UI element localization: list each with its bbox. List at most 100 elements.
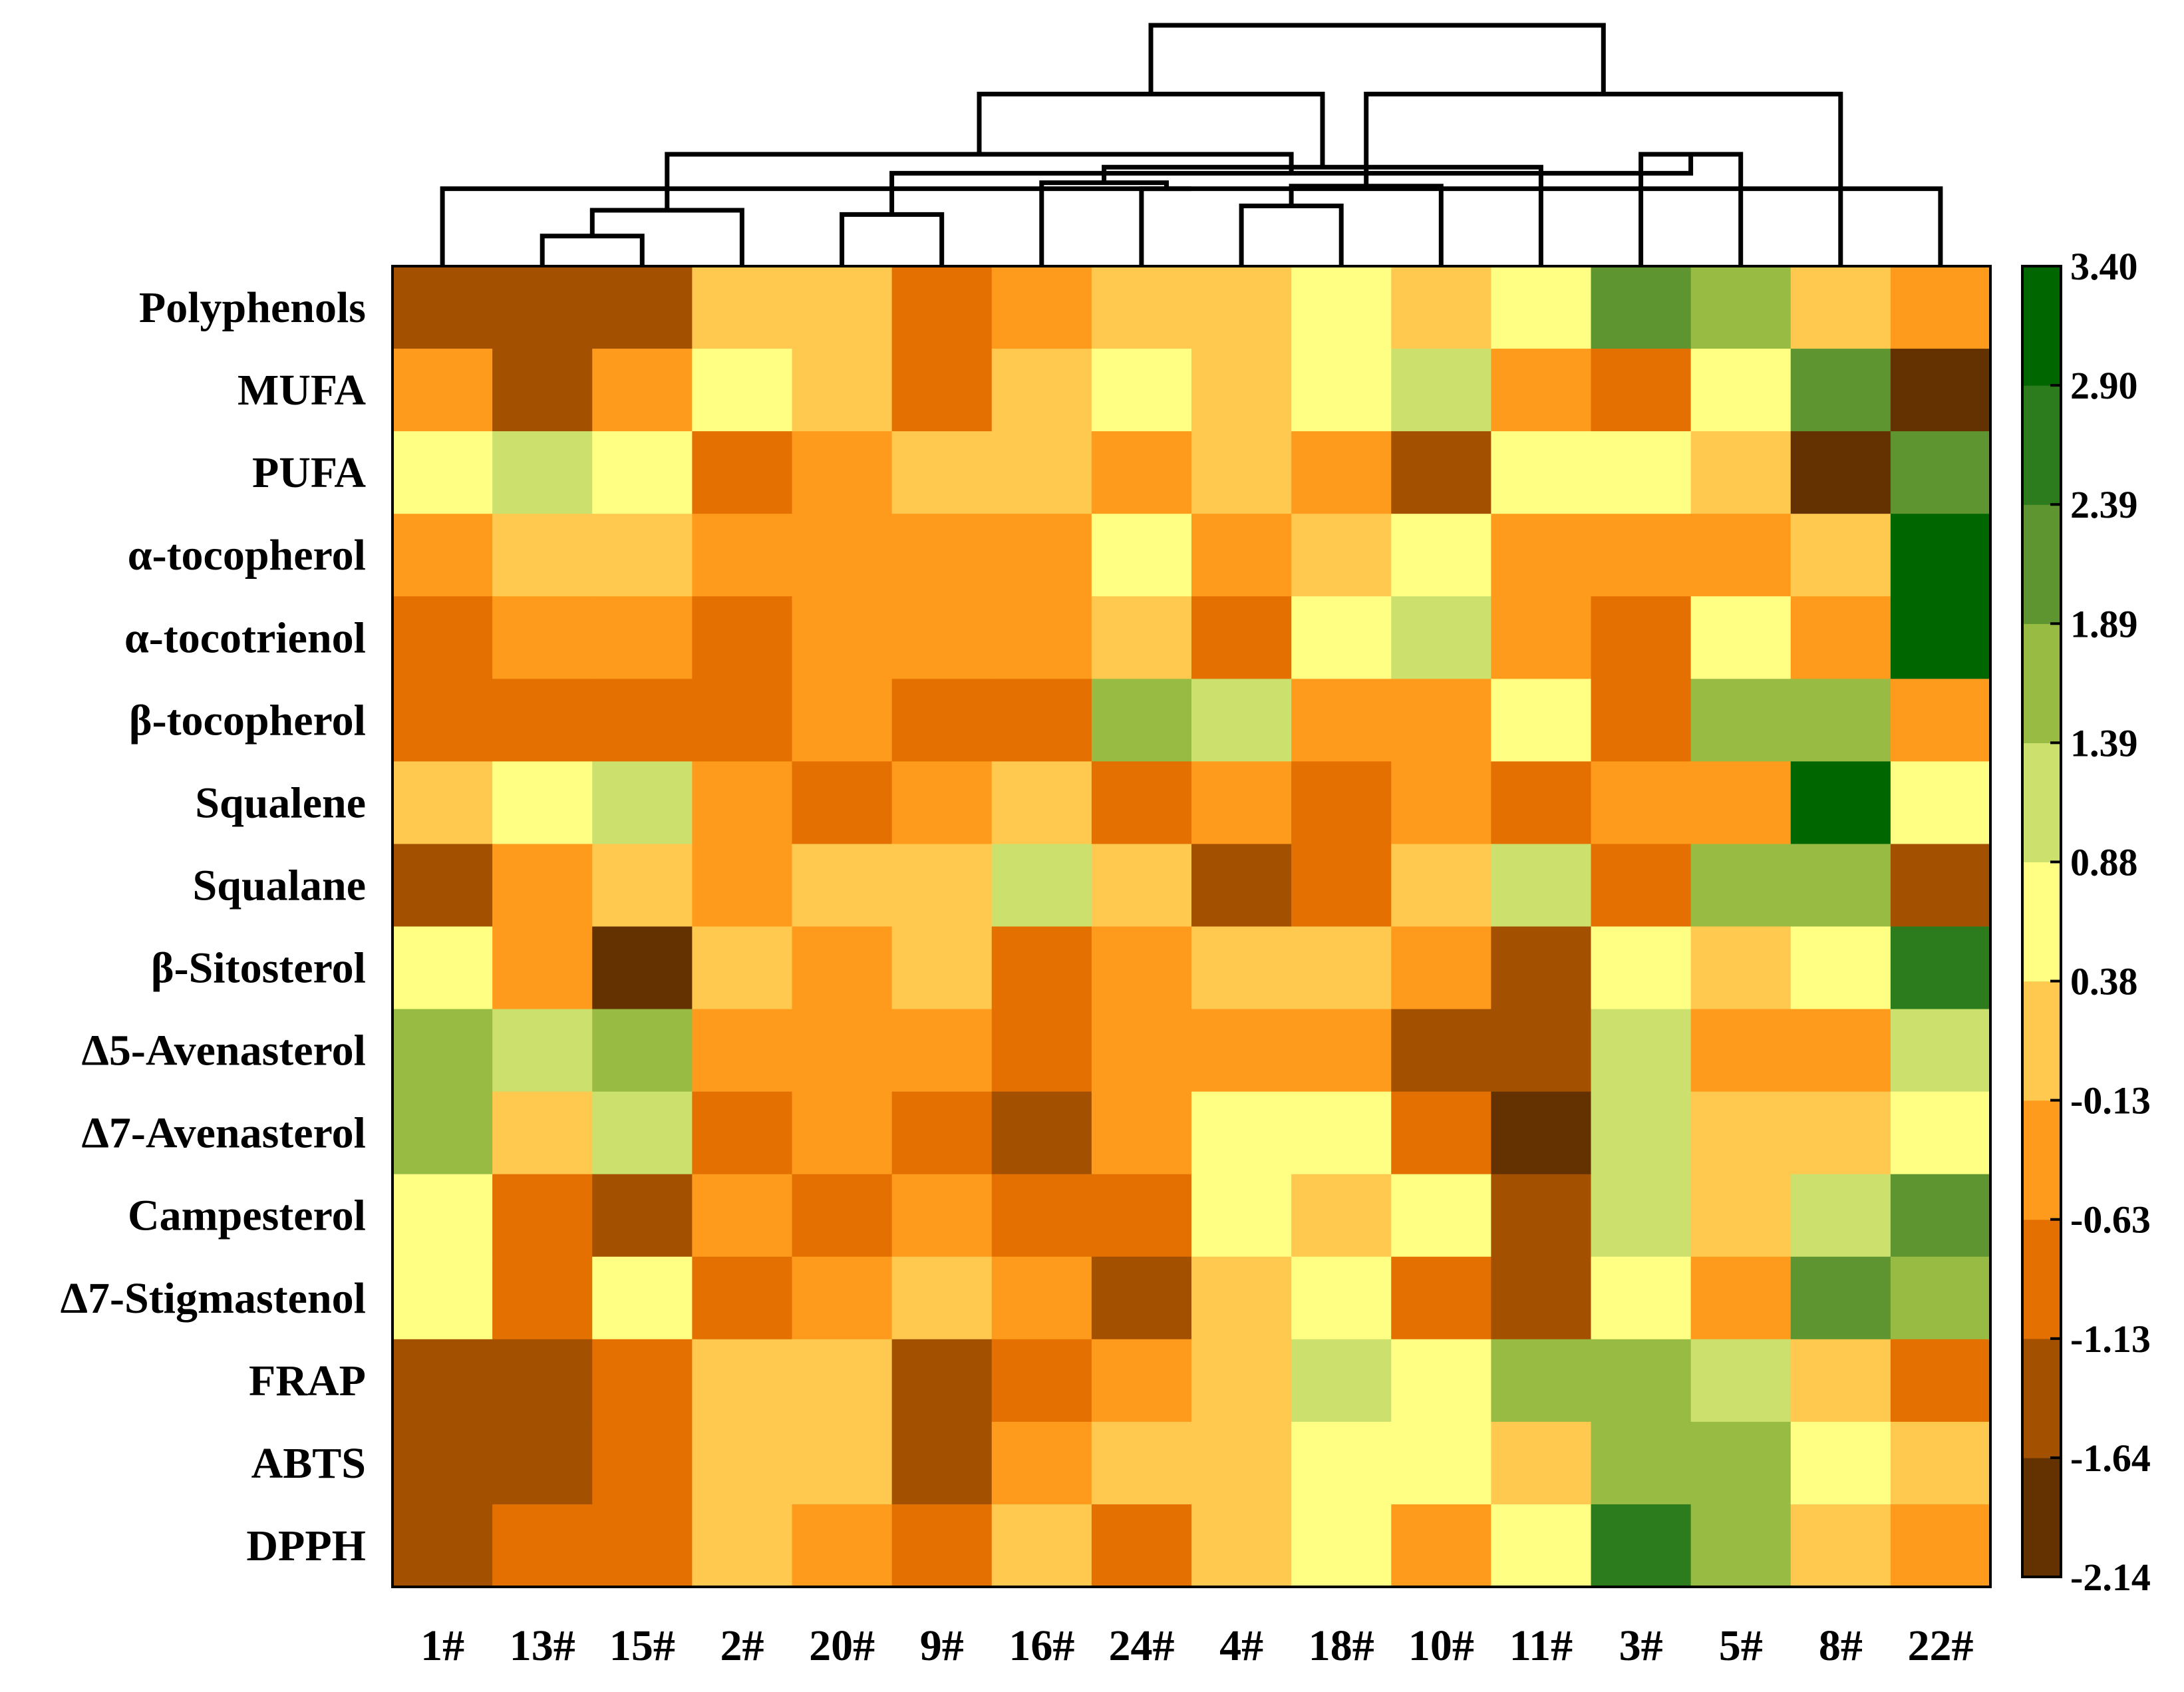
heatmap-cell [891, 926, 993, 1010]
heatmap-cell [492, 431, 593, 514]
column-label: 10# [1408, 1621, 1474, 1670]
column-label: 5# [1719, 1621, 1763, 1670]
heatmap-cell [592, 431, 693, 514]
heatmap-cell [1591, 679, 1692, 762]
heatmap-cell [692, 1339, 793, 1423]
heatmap-cell [392, 596, 493, 679]
heatmap-cell [592, 1174, 693, 1258]
heatmap-cell [891, 1009, 993, 1093]
colorbar-segment [2022, 1219, 2061, 1339]
heatmap-cell [492, 1421, 593, 1505]
heatmap-cell [891, 679, 993, 762]
heatmap-cell [1690, 1091, 1792, 1175]
row-label: Δ7-Avenasterol [81, 1109, 366, 1158]
heatmap-cell [392, 1009, 493, 1093]
heatmap-cell [1591, 431, 1692, 514]
heatmap-cell [891, 1339, 993, 1423]
row-label: ABTS [251, 1439, 366, 1488]
heatmap-cell [991, 1421, 1092, 1505]
heatmap-cell [1491, 514, 1592, 597]
heatmap-cell [1291, 761, 1392, 845]
heatmap-cell [1391, 844, 1491, 928]
heatmap-cell [991, 1339, 1092, 1423]
heatmap-cell [1391, 1009, 1491, 1093]
heatmap-cell [1890, 926, 1991, 1010]
column-label: 8# [1819, 1621, 1863, 1670]
heatmap-cell [792, 1174, 893, 1258]
heatmap-cell [1690, 1009, 1792, 1093]
heatmap-cell [792, 1256, 893, 1340]
row-label: MUFA [237, 366, 366, 415]
heatmap-cell [1091, 514, 1192, 597]
heatmap-cell [1191, 1256, 1292, 1340]
heatmap-cell [1091, 1091, 1192, 1175]
heatmap-cell [1491, 1504, 1592, 1588]
heatmap-cell [1091, 1009, 1192, 1093]
heatmap-cell [1890, 1174, 1991, 1258]
heatmap-cell [1790, 266, 1891, 349]
heatmap-cell [1091, 1174, 1192, 1258]
heatmap-cell [991, 1256, 1092, 1340]
dendrogram-link [1148, 23, 1606, 94]
heatmap-cell [1591, 1339, 1692, 1423]
heatmap-cell [1790, 1009, 1891, 1093]
heatmap-cell [1291, 1504, 1392, 1588]
heatmap-cell [1291, 844, 1392, 928]
heatmap-cell [1391, 349, 1491, 432]
dendrogram-link [1239, 204, 1344, 266]
heatmap-cell [692, 926, 793, 1010]
heatmap-cell [692, 1421, 793, 1505]
heatmap-cell [592, 1256, 693, 1340]
row-label: Polyphenols [139, 283, 366, 332]
heatmap-cell [1690, 1421, 1792, 1505]
row-label: Δ7-Stigmastenol [61, 1274, 366, 1323]
heatmap-cell [1491, 1256, 1592, 1340]
dendrogram-link [1289, 184, 1444, 266]
heatmap-cell [1191, 761, 1292, 845]
heatmap-cell [991, 349, 1092, 432]
heatmap-cell [792, 1421, 893, 1505]
heatmap-cell [692, 1504, 793, 1588]
heatmap-cell [1291, 349, 1392, 432]
heatmap-cell [1591, 514, 1692, 597]
heatmap-cell [1091, 926, 1192, 1010]
heatmap-cell [1491, 596, 1592, 679]
heatmap-cell [492, 1009, 593, 1093]
heatmap-cell [1191, 514, 1292, 597]
heatmap-cell [1391, 761, 1491, 845]
heatmap-cell [392, 761, 493, 845]
colorbar-tick-label: 0.88 [2070, 840, 2138, 884]
heatmap-cell [392, 1256, 493, 1340]
heatmap-cell [592, 1009, 693, 1093]
colorbar-segment [2022, 1338, 2061, 1458]
heatmap-cell [392, 1421, 493, 1505]
heatmap-cell [1391, 1256, 1491, 1340]
colorbar: 3.40 2.90 2.39 1.89 1.39 0.88 0.38 -0.13 -0.63 -1… [2021, 245, 2151, 1599]
colorbar-tick-label: -1.64 [2070, 1437, 2151, 1480]
heatmap-cell [1690, 926, 1792, 1010]
heatmap-cell [592, 844, 693, 928]
heatmap-cell [592, 1504, 693, 1588]
column-label: 22# [1907, 1621, 1973, 1670]
heatmap-cell [492, 926, 593, 1010]
heatmap-cell [1790, 761, 1891, 845]
heatmap-cell [1790, 514, 1891, 597]
heatmap-cell [1690, 1339, 1792, 1423]
heatmap-cell [592, 1091, 693, 1175]
heatmap-cell [492, 266, 593, 349]
heatmap-cell [1491, 679, 1592, 762]
heatmap-cell [991, 761, 1092, 845]
heatmap-cell [1890, 1339, 1991, 1423]
heatmap-cell [1191, 1504, 1292, 1588]
row-label: Squalane [193, 861, 366, 910]
heatmap-cell [1790, 1504, 1891, 1588]
heatmap-cell [1391, 1091, 1491, 1175]
dendrogram-link [665, 152, 1294, 210]
heatmap-cell [492, 844, 593, 928]
heatmap-cell [492, 349, 593, 432]
heatmap-cell [592, 679, 693, 762]
heatmap-cell [1491, 761, 1592, 845]
dendrogram-link [1139, 186, 1191, 266]
heatmap-cell [1091, 1339, 1192, 1423]
heatmap-cell [1890, 349, 1991, 432]
